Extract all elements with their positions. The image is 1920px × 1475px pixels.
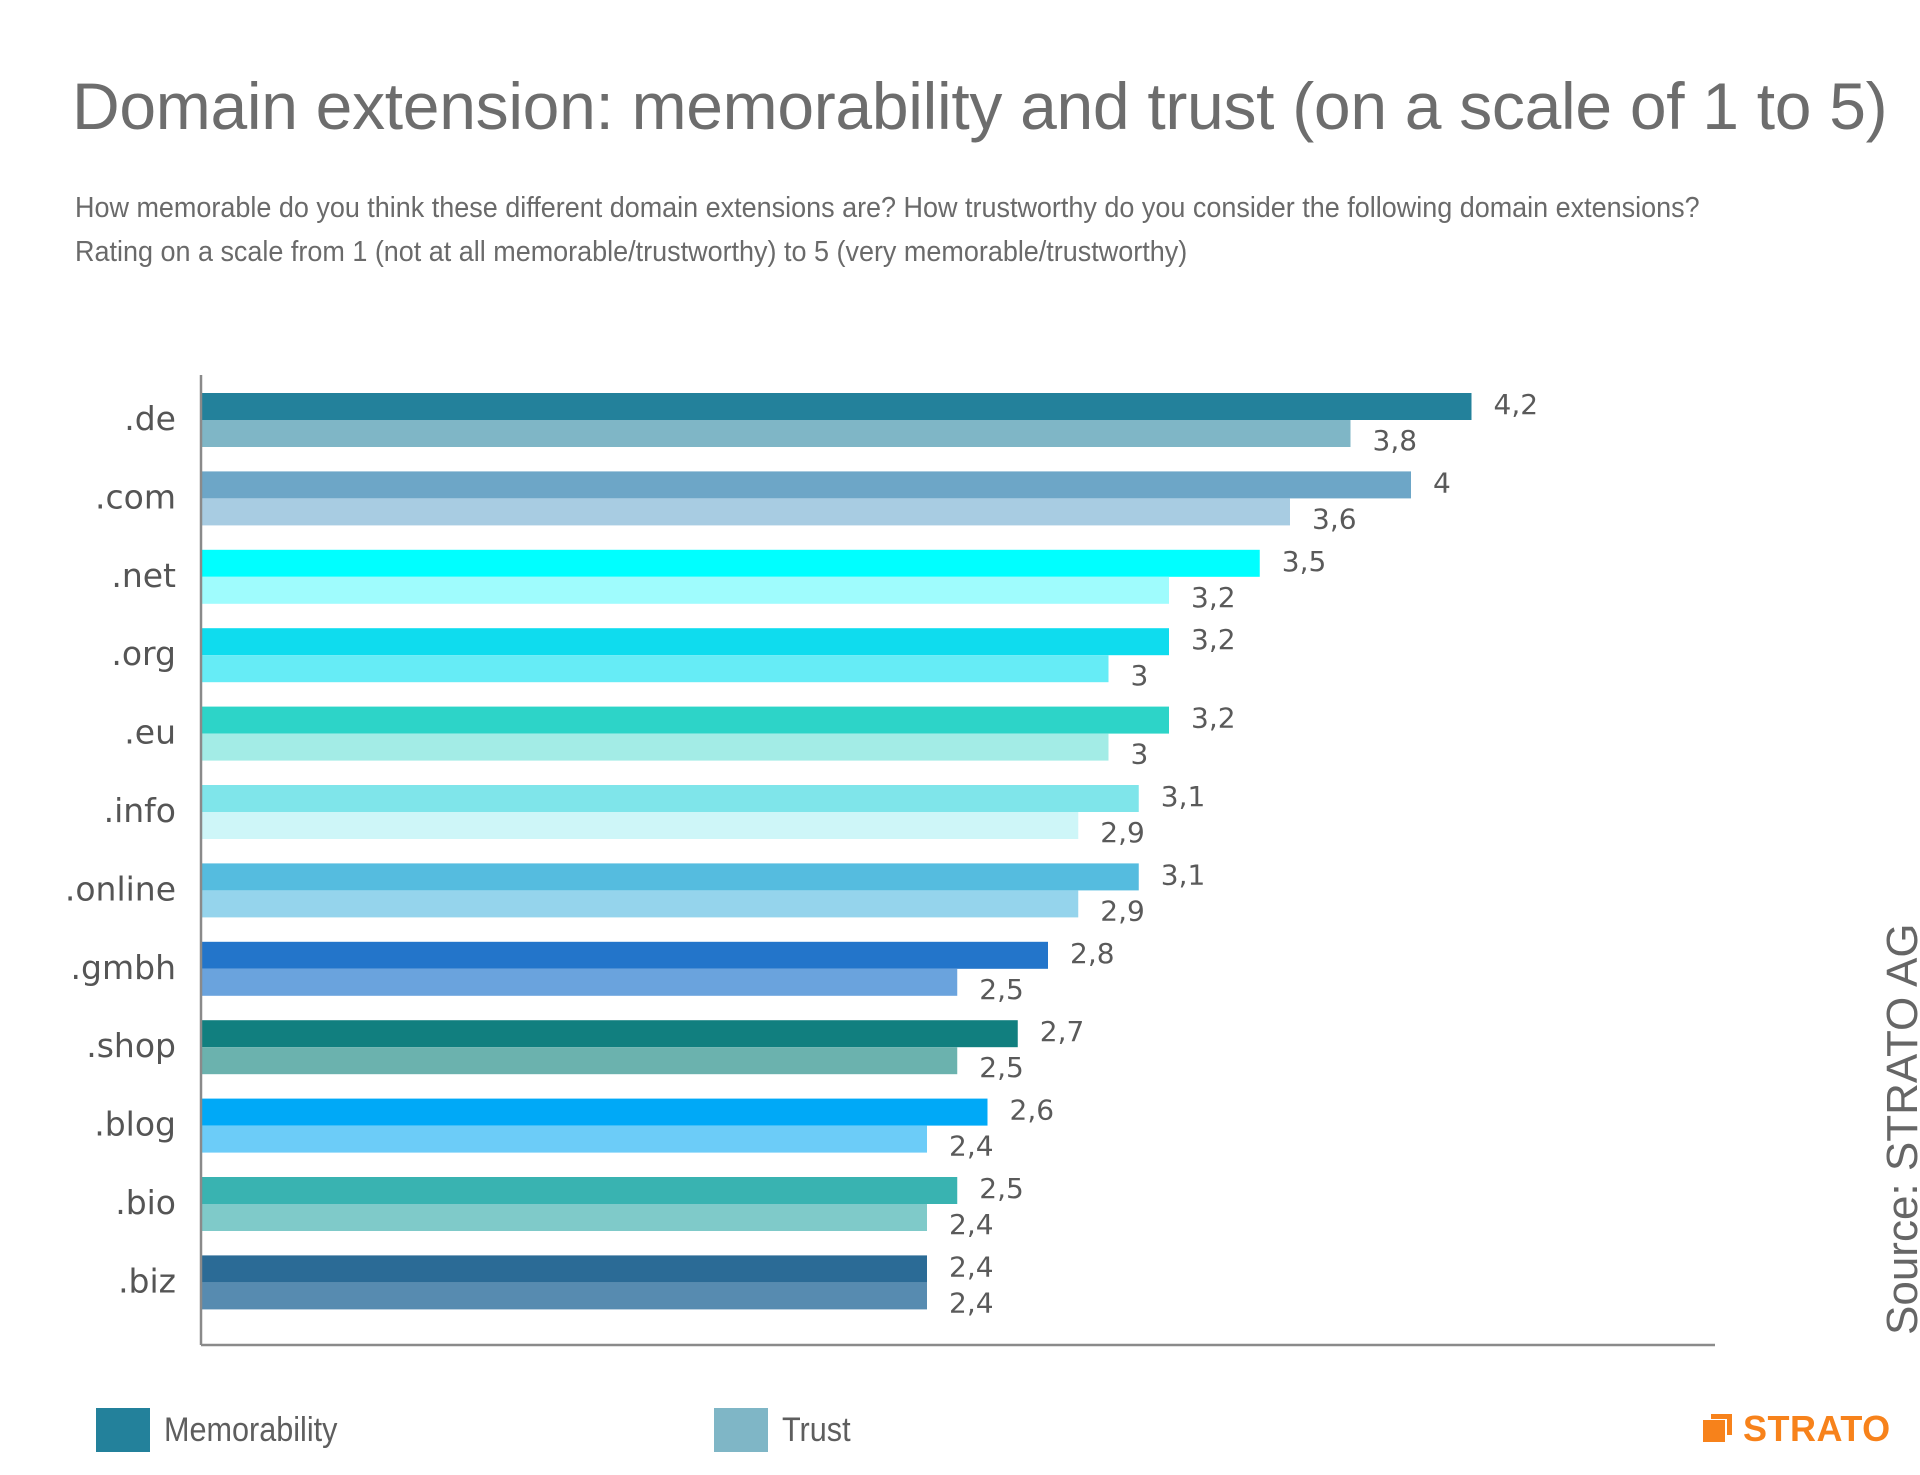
data-label-memorability-biz: 2,4	[949, 1250, 994, 1283]
data-label-trust-org: 3	[1131, 659, 1149, 692]
category-label-de: .de	[124, 399, 176, 438]
data-label-memorability-net: 3,5	[1282, 545, 1327, 578]
category-label-com: .com	[95, 477, 176, 516]
category-label-online: .online	[65, 869, 176, 908]
data-label-memorability-gmbh: 2,8	[1070, 937, 1115, 970]
data-label-trust-net: 3,2	[1191, 581, 1236, 614]
data-label-trust-shop: 2,5	[979, 1051, 1024, 1084]
bar-chart: .de 4,2 3,8 .com 4 3,6 .net 3,5 3,2 .org 3,2 3 .eu 3,…	[65, 375, 1715, 1347]
category-label-eu: .eu	[124, 713, 176, 752]
data-label-trust-online: 2,9	[1100, 894, 1145, 927]
bar-memorability-biz	[201, 1255, 927, 1283]
bar-memorability-bio	[201, 1177, 958, 1204]
bar-memorability-org	[201, 628, 1169, 656]
bar-trust-gmbh	[201, 968, 958, 996]
chart-subtitle-line-1: How memorable do you think these differe…	[75, 192, 1700, 224]
category-label-org: .org	[111, 634, 176, 673]
legend-swatch-memorability	[96, 1408, 150, 1452]
chart-title: Domain extension: memorability and trust…	[72, 69, 1888, 143]
category-label-gmbh: .gmbh	[71, 948, 176, 987]
bar-trust-net	[201, 576, 1169, 604]
data-label-trust-gmbh: 2,5	[979, 973, 1024, 1006]
data-label-memorability-eu: 3,2	[1191, 702, 1236, 735]
chart-subtitle-line-2: Rating on a scale from 1 (not at all mem…	[75, 236, 1188, 268]
data-label-memorability-online: 3,1	[1161, 858, 1206, 891]
data-label-trust-biz: 2,4	[949, 1286, 994, 1319]
bar-trust-shop	[201, 1047, 958, 1075]
legend-item-memorability: Memorability	[96, 1408, 357, 1452]
bar-memorability-online	[201, 863, 1139, 891]
data-label-memorability-bio: 2,5	[979, 1172, 1024, 1205]
bar-trust-info	[201, 812, 1079, 839]
bar-trust-com	[201, 498, 1290, 526]
category-label-net: .net	[111, 556, 176, 595]
bar-trust-de	[201, 420, 1351, 447]
bar-memorability-de	[201, 393, 1472, 420]
strato-logo-icon	[1703, 1414, 1733, 1444]
data-label-memorability-info: 3,1	[1161, 780, 1206, 813]
category-label-blog: .blog	[94, 1105, 176, 1144]
data-label-memorability-com: 4	[1433, 466, 1451, 499]
bar-memorability-net	[201, 549, 1260, 577]
category-label-shop: .shop	[86, 1026, 176, 1065]
bar-memorability-gmbh	[201, 941, 1048, 969]
bar-memorability-com	[201, 471, 1411, 499]
bar-trust-org	[201, 655, 1109, 683]
legend-item-trust: Trust	[714, 1408, 858, 1452]
bar-memorability-shop	[201, 1020, 1018, 1048]
legend-swatch-trust	[714, 1408, 768, 1452]
strato-logo: STRATO	[1703, 1408, 1891, 1450]
bar-memorability-blog	[201, 1098, 988, 1126]
bar-trust-blog	[201, 1125, 927, 1153]
legend-label-memorability: Memorability	[164, 1410, 338, 1449]
bar-trust-biz	[201, 1282, 927, 1310]
source-note: Source: STRATO AG	[1878, 923, 1920, 1335]
data-label-memorability-shop: 2,7	[1040, 1015, 1085, 1048]
category-label-bio: .bio	[115, 1183, 176, 1222]
category-label-info: .info	[104, 791, 176, 830]
legend-label-trust: Trust	[782, 1410, 851, 1449]
bar-memorability-info	[201, 785, 1139, 812]
data-label-trust-de: 3,8	[1373, 424, 1418, 457]
bar-memorability-eu	[201, 706, 1169, 734]
bar-trust-online	[201, 890, 1079, 918]
data-label-memorability-de: 4,2	[1494, 388, 1539, 421]
data-label-trust-blog: 2,4	[949, 1130, 994, 1163]
data-label-trust-eu: 3	[1131, 738, 1149, 771]
category-label-biz: .biz	[118, 1261, 176, 1300]
data-label-memorability-org: 3,2	[1191, 623, 1236, 656]
strato-logo-text: STRATO	[1743, 1408, 1891, 1449]
data-label-trust-com: 3,6	[1312, 502, 1357, 535]
bar-trust-bio	[201, 1204, 927, 1231]
data-label-trust-bio: 2,4	[949, 1208, 994, 1241]
data-label-trust-info: 2,9	[1100, 816, 1145, 849]
bar-trust-eu	[201, 733, 1109, 761]
data-label-memorability-blog: 2,6	[1010, 1094, 1055, 1127]
